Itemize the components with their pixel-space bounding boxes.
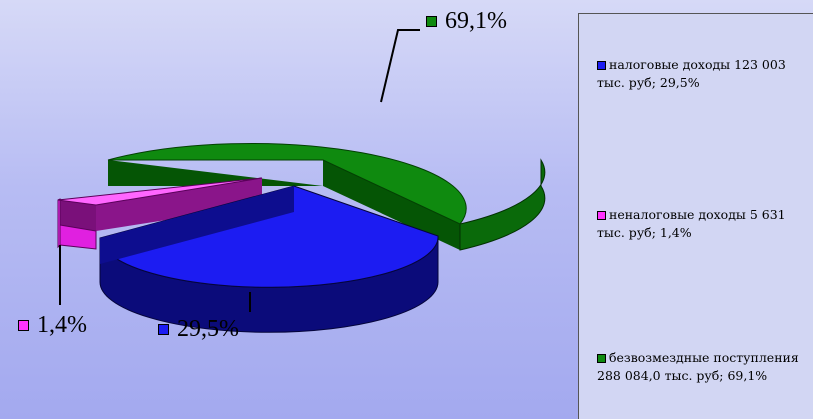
data-label-text: 69,1% (445, 8, 507, 34)
data-label-blue: 29,5% (158, 316, 239, 343)
data-label-swatch (18, 320, 29, 331)
legend-label: безвозмездные поступления 288 084,0 тыс.… (597, 350, 799, 383)
legend-swatch-magenta (597, 211, 606, 220)
legend-item-tax: налоговые доходы 123 003 тыс. руб; 29,5% (597, 56, 812, 92)
pie-slice-grant-revenue (107, 142, 546, 251)
data-label-swatch (426, 16, 437, 27)
chart-legend: налоговые доходы 123 003 тыс. руб; 29,5%… (578, 13, 813, 419)
data-label-magenta: 1,4% (18, 312, 87, 339)
legend-swatch-blue (597, 61, 606, 70)
leader-lines (59, 29, 420, 312)
legend-swatch-green (597, 354, 606, 363)
legend-label: неналоговые доходы 5 631 тыс. руб; 1,4% (597, 207, 786, 240)
legend-label: налоговые доходы 123 003 тыс. руб; 29,5% (597, 57, 786, 90)
data-label-text: 1,4% (37, 312, 87, 338)
legend-item-grant: безвозмездные поступления 288 084,0 тыс.… (597, 349, 812, 385)
leader-line-green (380, 29, 420, 103)
legend-item-nontax: неналоговые доходы 5 631 тыс. руб; 1,4% (597, 206, 812, 242)
data-label-text: 29,5% (177, 316, 239, 342)
pie-slice-tax-revenue (99, 185, 439, 333)
data-label-swatch (158, 324, 169, 335)
data-label-green: 69,1% (426, 8, 507, 35)
pie-slice-nontax-revenue (57, 177, 263, 250)
